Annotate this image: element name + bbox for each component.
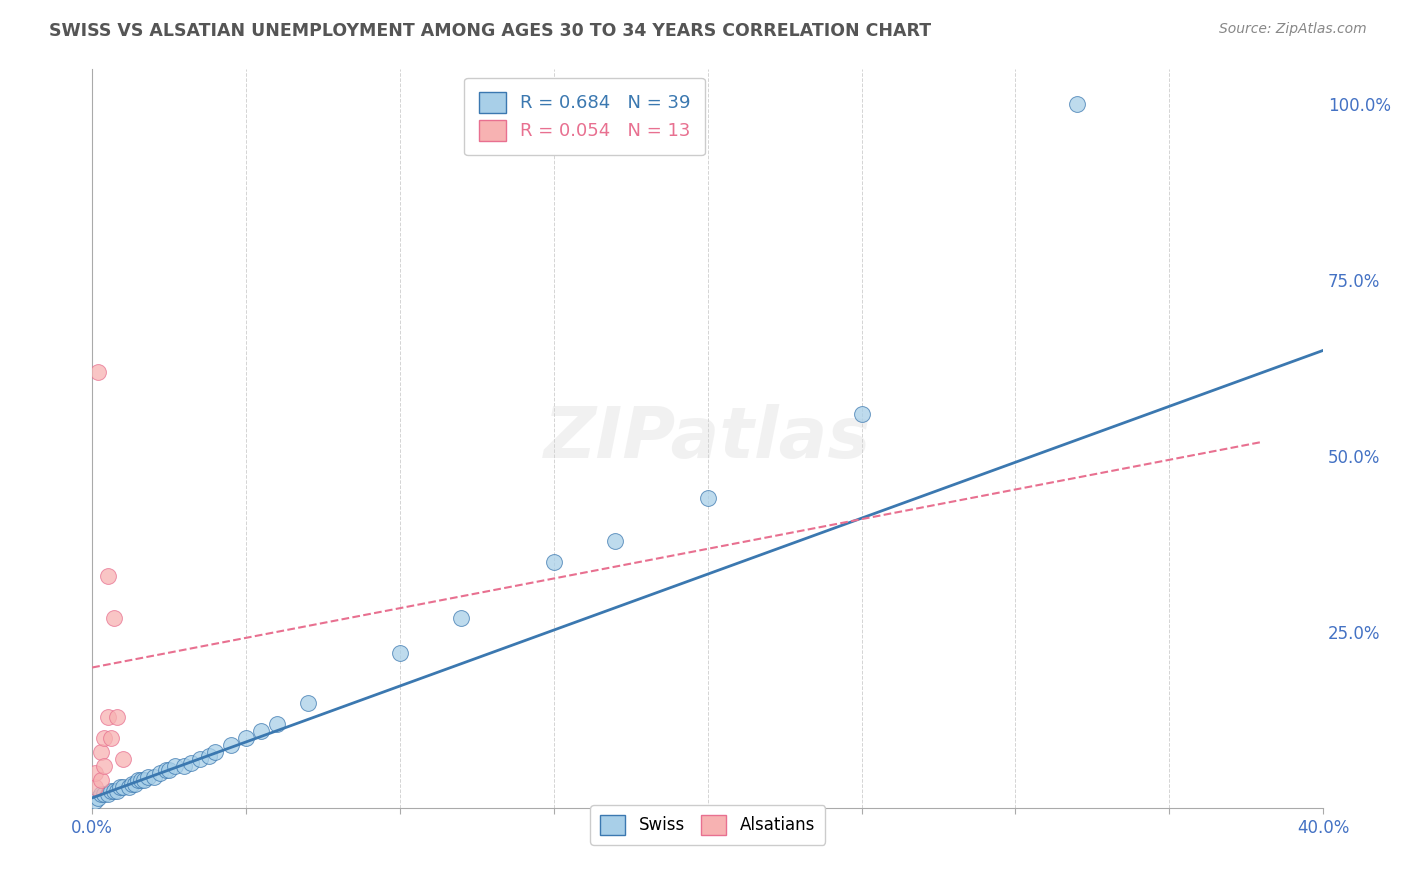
Point: [157, 763, 180, 777]
Point: [605, 533, 627, 548]
Point: [108, 780, 131, 795]
Point: [297, 696, 319, 710]
Point: [93, 788, 115, 802]
Point: [84, 780, 107, 795]
Point: [198, 748, 221, 763]
Point: [100, 784, 122, 798]
Point: [142, 770, 165, 784]
Point: [97, 710, 120, 724]
Point: [87, 365, 110, 379]
Point: [93, 759, 115, 773]
Point: [250, 723, 273, 738]
Text: SWISS VS ALSATIAN UNEMPLOYMENT AMONG AGES 30 TO 34 YEARS CORRELATION CHART: SWISS VS ALSATIAN UNEMPLOYMENT AMONG AGE…: [49, 22, 931, 40]
Point: [84, 766, 107, 780]
Point: [111, 780, 134, 795]
Point: [136, 770, 159, 784]
Point: [105, 710, 128, 724]
Point: [97, 788, 120, 802]
Point: [111, 752, 134, 766]
Point: [100, 731, 122, 745]
Point: [188, 752, 211, 766]
Point: [90, 745, 112, 759]
Point: [118, 780, 141, 795]
Point: [103, 611, 125, 625]
Point: [543, 555, 565, 569]
Text: Source: ZipAtlas.com: Source: ZipAtlas.com: [1219, 22, 1367, 37]
Point: [87, 790, 110, 805]
Point: [155, 763, 177, 777]
Point: [149, 766, 172, 780]
Point: [90, 773, 112, 788]
Point: [219, 738, 242, 752]
Point: [103, 784, 125, 798]
Point: [105, 784, 128, 798]
Text: ZIPatlas: ZIPatlas: [544, 404, 872, 473]
Point: [121, 777, 143, 791]
Point: [266, 717, 288, 731]
Point: [173, 759, 195, 773]
Point: [388, 647, 411, 661]
Legend: Swiss, Alsatians: Swiss, Alsatians: [591, 805, 825, 845]
Point: [84, 794, 107, 808]
Point: [235, 731, 257, 745]
Point: [851, 407, 873, 421]
Point: [204, 745, 226, 759]
Point: [124, 777, 146, 791]
Point: [450, 611, 472, 625]
Point: [93, 731, 115, 745]
Point: [165, 759, 187, 773]
Point: [134, 773, 156, 788]
Point: [180, 756, 202, 770]
Point: [90, 788, 112, 802]
Point: [1066, 96, 1088, 111]
Point: [696, 491, 718, 506]
Point: [127, 773, 149, 788]
Point: [97, 569, 120, 583]
Point: [131, 773, 153, 788]
